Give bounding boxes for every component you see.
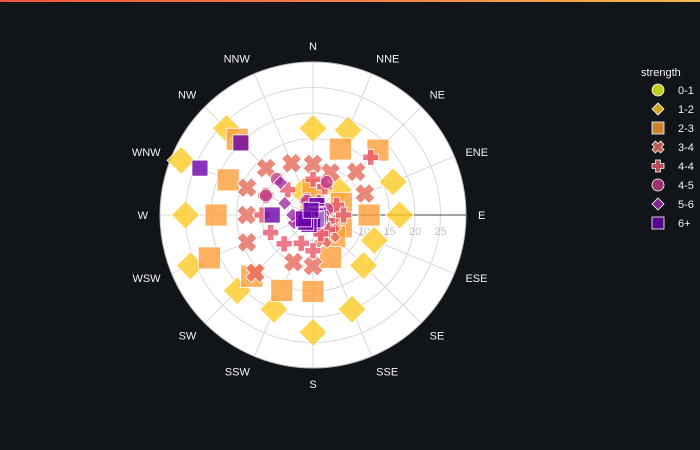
data-point: [270, 278, 294, 302]
data-point: [298, 113, 328, 143]
legend-label: 5-6: [678, 199, 694, 211]
data-point: [244, 262, 266, 284]
legend-label: 2-3: [678, 123, 694, 135]
legend-label: 4-4: [678, 161, 694, 173]
data-point: [255, 157, 277, 179]
data-point: [357, 203, 381, 227]
legend[interactable]: strength 0-1 1-2 2-3 3-4 4-4 4-5 5-6 6+: [641, 67, 694, 230]
radial-tick-label: 15: [383, 226, 395, 238]
legend-label: 1-2: [678, 104, 694, 116]
legend-label: 6+: [678, 218, 691, 230]
legend-symbol: [651, 197, 665, 211]
data-point: [335, 206, 352, 224]
data-point: [170, 200, 201, 230]
angular-tick-label: NW: [178, 89, 197, 101]
legend-symbol: [651, 102, 665, 116]
data-point: [328, 137, 352, 161]
data-point: [304, 242, 322, 260]
legend-label: 0-1: [678, 85, 694, 97]
angular-tick-label: S: [309, 379, 316, 391]
data-point: [216, 168, 240, 192]
data-point: [258, 188, 273, 203]
data-point: [298, 317, 328, 347]
angular-tick-label: NNW: [224, 54, 251, 66]
data-point: [236, 231, 258, 253]
data-point: [302, 201, 320, 219]
legend-label: 4-5: [678, 180, 694, 192]
data-point: [348, 250, 379, 281]
legend-item-6+[interactable]: 6+: [651, 216, 691, 230]
legend-symbol: [651, 140, 665, 154]
top-accent-bar: [0, 0, 700, 2]
angular-tick-label: W: [138, 210, 149, 222]
radial-tick-label: 20: [409, 226, 421, 238]
data-point: [345, 161, 367, 183]
legend-item-2-3[interactable]: 2-3: [651, 121, 694, 135]
series-6+: [191, 134, 327, 233]
legend-item-3-4[interactable]: 3-4: [650, 139, 694, 156]
legend-symbol: [651, 159, 665, 173]
data-point: [304, 170, 322, 188]
data-point: [302, 255, 324, 277]
data-point: [259, 294, 289, 324]
legend-item-5-6[interactable]: 5-6: [651, 197, 694, 211]
angular-tick-label: ENE: [465, 147, 488, 159]
angular-tick-label: N: [309, 41, 317, 53]
legend-title: strength: [641, 67, 681, 79]
angular-tick-label: NE: [430, 89, 445, 101]
data-point: [359, 225, 389, 255]
data-point: [283, 251, 304, 273]
angular-axis-labels: N NNE NE ENE E ESE SE SSE S SSW SW WSW W WNW NW NNW: [132, 41, 488, 391]
legend-symbol: [651, 216, 665, 230]
legend-label: 3-4: [678, 142, 694, 154]
data-point: [197, 246, 221, 270]
radial-tick-label: 25: [434, 226, 446, 238]
data-point: [236, 177, 258, 199]
angular-tick-label: ESE: [465, 273, 487, 285]
legend-symbol: [651, 83, 665, 97]
legend-item-4-5[interactable]: 4-5: [651, 178, 694, 192]
data-point: [166, 145, 196, 175]
data-point: [263, 206, 281, 224]
data-point: [262, 224, 279, 241]
angular-tick-label: SE: [430, 331, 445, 343]
data-point: [191, 159, 209, 177]
data-point: [275, 235, 293, 253]
data-point: [354, 183, 376, 204]
angular-tick-label: WNW: [132, 147, 161, 159]
data-point: [277, 195, 293, 211]
legend-symbol: [651, 178, 665, 192]
legend-symbol: [651, 121, 665, 135]
data-markers: [166, 113, 415, 347]
data-point: [281, 152, 302, 174]
angular-tick-label: WSW: [132, 273, 161, 285]
data-point: [292, 234, 310, 252]
data-point: [378, 167, 408, 197]
data-point: [385, 200, 415, 230]
data-point: [232, 134, 250, 152]
data-point: [204, 203, 228, 227]
data-point: [319, 246, 342, 269]
angular-tick-label: SSW: [225, 366, 251, 378]
angular-tick-label: E: [478, 210, 485, 222]
data-point: [362, 148, 380, 166]
angular-tick-label: NNE: [376, 54, 399, 66]
angular-tick-label: SSE: [376, 366, 398, 378]
data-point: [272, 174, 289, 191]
legend-item-0-1[interactable]: 0-1: [651, 83, 694, 97]
data-point: [337, 294, 367, 324]
legend-item-1-2[interactable]: 1-2: [651, 102, 694, 116]
data-point: [236, 204, 258, 226]
angular-tick-label: SW: [179, 331, 197, 343]
legend-item-4-4[interactable]: 4-4: [651, 159, 694, 173]
data-point: [301, 280, 325, 303]
data-point: [319, 175, 334, 189]
data-point: [302, 153, 324, 175]
